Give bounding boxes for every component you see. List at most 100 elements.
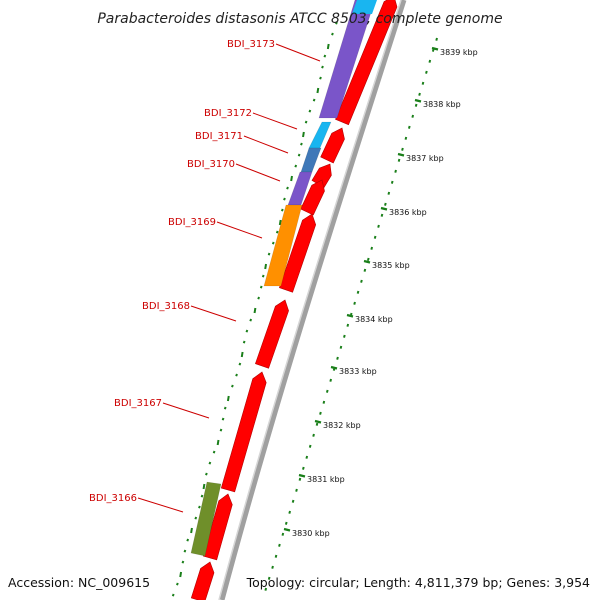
ruler-dot: [356, 290, 360, 294]
backbone-highlight: [218, 0, 402, 600]
cds-arrow: [335, 0, 398, 126]
ruler-dot: [404, 136, 408, 140]
ruler-major-tick: [314, 419, 322, 424]
gc-dot: [261, 274, 265, 278]
ruler-tick-label: 3833 kbp: [339, 367, 377, 376]
ruler-dot: [390, 180, 394, 184]
gc-dot: [171, 593, 175, 597]
gc-dot: [264, 263, 268, 270]
backbone-line: [219, 0, 407, 600]
ruler-dot: [264, 587, 268, 591]
ruler-tick-label: 3830 kbp: [292, 529, 330, 538]
ruler-major-tick: [380, 206, 388, 211]
gc-dot: [198, 505, 201, 509]
ruler-dot: [373, 235, 377, 239]
gc-dot: [219, 428, 223, 432]
ruler-dot: [411, 114, 415, 118]
ruler-dot: [284, 521, 288, 525]
cds-arrow: [279, 213, 317, 293]
gene-leader-line: [190, 305, 237, 322]
ruler-dot: [274, 554, 278, 558]
ruler-tick-label: 3837 kbp: [406, 154, 444, 163]
gc-dot: [286, 186, 289, 190]
gene-label: BDI_3168: [142, 301, 190, 312]
gc-dot: [300, 142, 303, 146]
cds-arrow: [300, 179, 325, 216]
gc-dot: [176, 582, 179, 586]
gc-dot: [245, 329, 249, 333]
gc-dot: [259, 285, 263, 289]
ruler-dot: [425, 70, 428, 74]
cds-arrow: [190, 561, 215, 600]
gene-leader-line: [243, 135, 289, 154]
gc-dot: [326, 43, 330, 50]
gene-label: BDI_3173: [227, 39, 275, 50]
gc-dot: [221, 417, 225, 421]
ruler-dot: [384, 202, 387, 206]
gc-dot: [304, 120, 308, 124]
gc-dot: [323, 54, 327, 58]
gc-dot: [257, 296, 260, 300]
gene-block-partial: [352, 0, 377, 14]
gene-label: BDI_3172: [204, 108, 252, 119]
gc-dot: [290, 175, 293, 182]
ruler-dot: [322, 400, 326, 404]
gene-label: BDI_3170: [187, 159, 235, 170]
ruler-dot: [394, 169, 397, 173]
ruler-major-tick: [431, 46, 439, 51]
ruler-tick-label: 3835 kbp: [372, 261, 410, 270]
gc-dot: [212, 450, 216, 454]
ruler-dot: [366, 257, 370, 261]
gc-dot: [186, 538, 190, 542]
gc-dot: [194, 516, 198, 520]
accession-text: Accession: NC_009615: [8, 575, 150, 590]
gene-leader-line: [137, 497, 184, 513]
ruler-major-tick: [283, 527, 291, 532]
ruler-dot: [397, 158, 401, 162]
ruler-dot: [271, 565, 274, 569]
ruler-dot: [418, 92, 421, 96]
ruler-tick-label: 3838 kbp: [423, 100, 461, 109]
kbp-ruler: 3839 kbp 3838 kbp 3837 kbp 3836 kbp 3835 kbp…: [264, 37, 478, 591]
gene-leader-line: [162, 402, 210, 419]
ruler-dot: [329, 378, 333, 382]
gene-block: [263, 204, 303, 287]
gc-dot: [202, 483, 206, 490]
gc-dot: [226, 395, 230, 402]
gene-block: [190, 481, 222, 557]
ruler-dot: [302, 466, 305, 470]
gc-dot: [308, 109, 312, 113]
ruler-dot: [319, 411, 322, 415]
ruler-dot: [308, 444, 312, 448]
gc-dot: [190, 527, 193, 534]
gc-dot: [283, 197, 286, 201]
gc-dot: [235, 373, 238, 377]
ruler-dot: [401, 147, 404, 151]
gene-label: BDI_3166: [89, 493, 137, 504]
cds-arrow: [220, 371, 267, 493]
gc-dot: [205, 472, 208, 476]
gc-dot: [253, 307, 257, 314]
ruler-dot: [380, 213, 384, 217]
gc-dot: [238, 362, 242, 366]
ruler-dot: [363, 268, 367, 272]
ruler-dot: [312, 433, 315, 437]
ruler-major-tick: [330, 365, 338, 370]
ruler-dot: [421, 81, 425, 85]
gene-leader-line: [252, 112, 298, 130]
ruler-major-tick: [397, 152, 405, 157]
map-title: Parabacteroides distasonis ATCC 8503, co…: [97, 11, 502, 27]
ruler-dot: [339, 345, 343, 349]
ruler-dot: [435, 37, 438, 41]
colored-gene-track: [190, 0, 377, 557]
ruler-dot: [315, 422, 319, 426]
ruler-major-tick: [363, 259, 371, 264]
gene-label-layer: BDI_3173 BDI_3172 BDI_3171 BDI_3170 BDI_3169…: [89, 39, 321, 513]
gc-dot: [321, 65, 324, 69]
gc-dot: [280, 208, 284, 212]
ruler-dot: [377, 224, 380, 228]
ruler-dot: [414, 103, 418, 107]
ruler-dot: [346, 323, 350, 327]
ruler-dot: [336, 356, 339, 360]
